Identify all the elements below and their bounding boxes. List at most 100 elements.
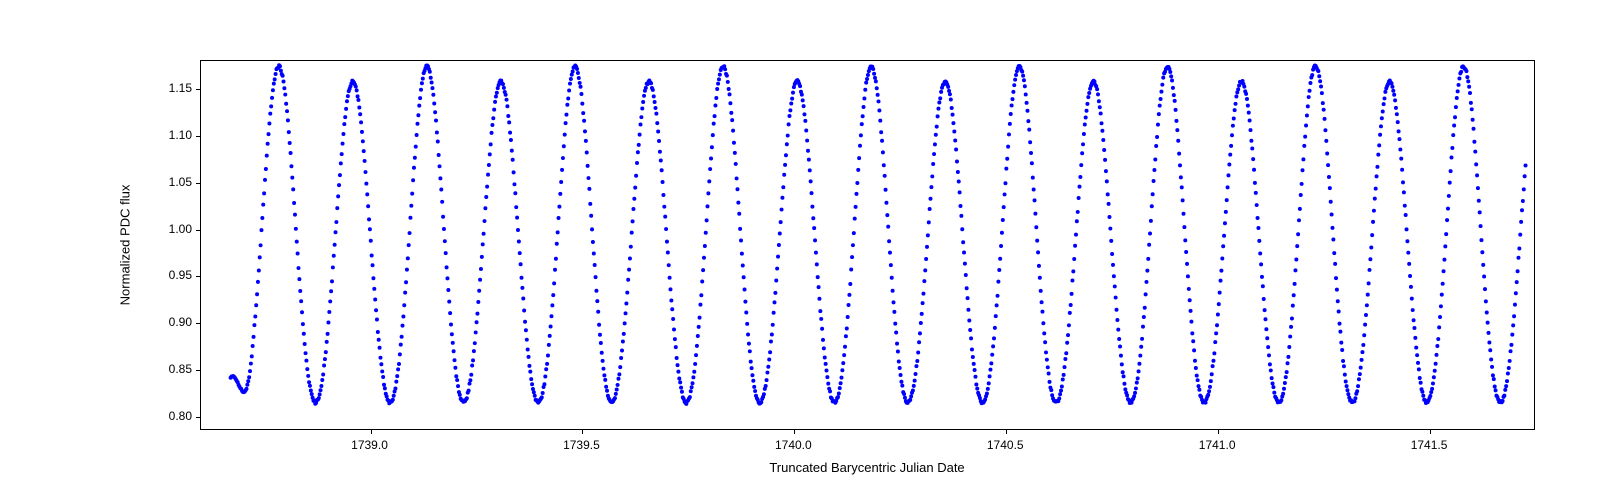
data-point <box>1514 291 1518 295</box>
data-point <box>700 279 704 283</box>
data-point <box>1369 246 1373 250</box>
data-point <box>934 133 938 137</box>
x-tick-label: 1740.5 <box>987 438 1024 452</box>
data-point <box>1081 142 1085 146</box>
data-point <box>1251 157 1255 161</box>
data-point <box>267 122 271 126</box>
data-point <box>962 250 966 254</box>
data-point <box>296 251 300 255</box>
data-point <box>714 96 718 100</box>
data-point <box>802 112 806 116</box>
data-point <box>557 216 561 220</box>
data-point <box>853 217 857 221</box>
data-point <box>1332 251 1336 255</box>
data-point <box>1252 168 1256 172</box>
data-point <box>1450 146 1454 150</box>
data-point <box>918 331 922 335</box>
data-point <box>1323 128 1327 132</box>
data-point <box>1431 381 1435 385</box>
data-point <box>1270 376 1274 380</box>
data-point <box>854 192 858 196</box>
data-point <box>804 129 808 133</box>
data-point <box>871 67 875 71</box>
data-point <box>1084 116 1088 120</box>
data-point <box>1102 148 1106 152</box>
data-point <box>1293 268 1297 272</box>
data-point <box>1293 282 1297 286</box>
data-point <box>617 372 621 376</box>
data-point <box>697 325 701 329</box>
data-point <box>450 332 454 336</box>
data-point <box>886 225 890 229</box>
data-point <box>1443 244 1447 248</box>
data-point <box>1451 133 1455 137</box>
data-point <box>811 216 815 220</box>
data-point <box>951 113 955 117</box>
data-point <box>1271 382 1275 386</box>
data-point <box>339 161 343 165</box>
data-point <box>249 362 253 366</box>
data-point <box>1378 133 1382 137</box>
data-point <box>633 186 637 190</box>
data-point <box>1061 377 1065 381</box>
data-point <box>672 327 676 331</box>
data-point <box>288 141 292 145</box>
data-point <box>813 238 817 242</box>
data-point <box>514 205 518 209</box>
data-point <box>1125 393 1129 397</box>
data-point <box>553 268 557 272</box>
data-point <box>366 204 370 208</box>
data-point <box>1308 81 1312 85</box>
data-point <box>588 202 592 206</box>
data-point <box>618 365 622 369</box>
data-point <box>1393 98 1397 102</box>
data-point <box>927 220 931 224</box>
data-point <box>635 161 639 165</box>
data-point <box>659 159 663 163</box>
data-point <box>259 228 263 232</box>
data-point <box>1092 80 1096 84</box>
data-point <box>1510 333 1514 337</box>
data-point <box>644 86 648 90</box>
data-point <box>1042 331 1046 335</box>
data-point <box>550 303 554 307</box>
data-point <box>625 291 629 295</box>
data-point <box>420 81 424 85</box>
data-point <box>908 398 912 402</box>
data-point <box>508 131 512 135</box>
data-point <box>487 163 491 167</box>
data-point <box>1099 111 1103 115</box>
data-point <box>549 314 553 318</box>
data-point <box>655 121 659 125</box>
data-point <box>745 322 749 326</box>
data-point <box>565 103 569 107</box>
data-point <box>1474 162 1478 166</box>
data-point <box>615 388 619 392</box>
data-point <box>556 230 560 234</box>
y-tick-mark <box>196 183 201 184</box>
data-point <box>432 101 436 105</box>
data-point <box>851 243 855 247</box>
data-point <box>1504 384 1508 388</box>
data-point <box>768 350 772 354</box>
data-point <box>580 102 584 106</box>
data-point <box>1168 70 1172 74</box>
data-point <box>438 164 442 168</box>
data-point <box>273 77 277 81</box>
data-point <box>345 99 349 103</box>
data-point <box>1380 116 1384 120</box>
data-point <box>656 130 660 134</box>
data-point <box>973 375 977 379</box>
data-point <box>446 288 450 292</box>
data-point <box>1183 238 1187 242</box>
data-point <box>902 392 906 396</box>
data-point <box>382 383 386 387</box>
data-point <box>1343 373 1347 377</box>
y-tick-mark <box>196 136 201 137</box>
data-point <box>695 344 699 348</box>
data-point <box>939 90 943 94</box>
data-point <box>892 310 896 314</box>
data-point <box>601 359 605 363</box>
data-point <box>1067 323 1071 327</box>
data-point <box>1079 163 1083 167</box>
